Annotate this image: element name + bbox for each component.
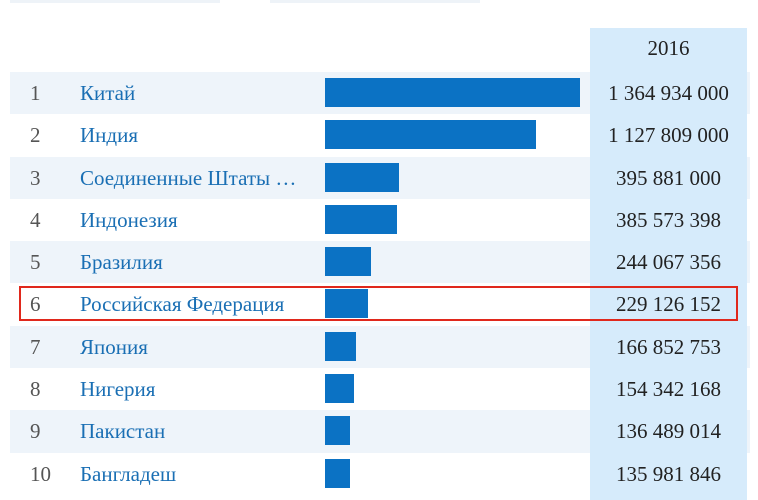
top-divider-left	[10, 0, 220, 3]
year-cell-background	[590, 114, 747, 157]
rank-number: 4	[30, 207, 41, 232]
country-link[interactable]: Бразилия	[80, 250, 163, 275]
population-bar	[325, 120, 536, 150]
year-cell-background	[590, 452, 747, 495]
population-value: 135 981 846	[616, 461, 721, 486]
rank-number: 7	[30, 334, 41, 359]
rank-number: 6	[30, 292, 41, 317]
population-bar	[325, 331, 357, 361]
ranking-table: 1 Китай 1 364 934 000 2 Индия 1 127 809 000 3 С…	[10, 72, 750, 495]
table-row[interactable]: 7 Япония 166 852 753	[10, 325, 750, 369]
population-bar	[325, 204, 398, 234]
year-cell-background	[590, 72, 747, 115]
year-cell-background	[590, 283, 747, 326]
population-value: 244 067 356	[616, 250, 721, 275]
top-divider-right	[270, 0, 480, 3]
rank-number: 1	[30, 81, 41, 105]
country-link[interactable]: Китай	[80, 81, 136, 105]
country-link[interactable]: Индонезия	[80, 207, 178, 232]
population-bar	[325, 162, 399, 192]
rank-number: 9	[30, 419, 41, 444]
population-value: 395 881 000	[616, 165, 721, 190]
rank-number: 3	[30, 165, 41, 190]
table-row[interactable]: 8 Нигерия 154 342 168	[10, 368, 750, 411]
table-row[interactable]: 6 Российская Федерация 229 126 152	[10, 283, 750, 326]
table-row[interactable]: 9 Пакистан 136 489 014	[10, 410, 750, 453]
country-link[interactable]: Бангладеш	[80, 461, 177, 486]
population-bar	[325, 289, 368, 319]
table-row[interactable]: 3 Соединенные Штаты … 395 881 000	[10, 156, 750, 199]
year-cell-background	[590, 368, 747, 411]
rank-number: 5	[30, 250, 41, 275]
population-value: 1 127 809 000	[608, 123, 729, 148]
country-link[interactable]: Соединенные Штаты …	[80, 165, 297, 190]
year-cell-background	[590, 198, 747, 242]
country-link[interactable]: Индия	[80, 123, 138, 148]
country-link[interactable]: Нигерия	[80, 377, 156, 402]
population-bar	[325, 416, 351, 446]
year-cell-background	[590, 241, 747, 284]
country-link[interactable]: Пакистан	[80, 419, 166, 444]
population-value: 154 342 168	[616, 377, 721, 402]
table-row[interactable]: 5 Бразилия 244 067 356	[10, 241, 750, 284]
country-link[interactable]: Российская Федерация	[80, 292, 285, 317]
table-row[interactable]: 2 Индия 1 127 809 000	[10, 114, 750, 157]
population-value: 229 126 152	[616, 292, 721, 317]
rank-number: 2	[30, 123, 41, 148]
table-row[interactable]: 10 Бангладеш 135 981 846	[10, 452, 750, 495]
rank-number: 10	[30, 461, 51, 486]
population-value: 385 573 398	[616, 207, 721, 232]
population-bar	[325, 247, 371, 277]
population-bar	[325, 458, 351, 488]
year-cell-background	[590, 325, 747, 369]
table-row[interactable]: 4 Индонезия 385 573 398	[10, 198, 750, 242]
year-column-header[interactable]: 2016	[647, 36, 690, 60]
year-cell-background	[590, 410, 747, 453]
table-row[interactable]: 1 Китай 1 364 934 000	[10, 72, 750, 115]
population-bar	[325, 374, 354, 404]
population-value: 1 364 934 000	[608, 81, 729, 105]
rank-number: 8	[30, 377, 41, 402]
population-bar	[325, 78, 580, 107]
population-value: 166 852 753	[616, 334, 721, 359]
country-link[interactable]: Япония	[80, 334, 148, 359]
population-value: 136 489 014	[616, 419, 721, 444]
year-cell-background	[590, 156, 747, 199]
